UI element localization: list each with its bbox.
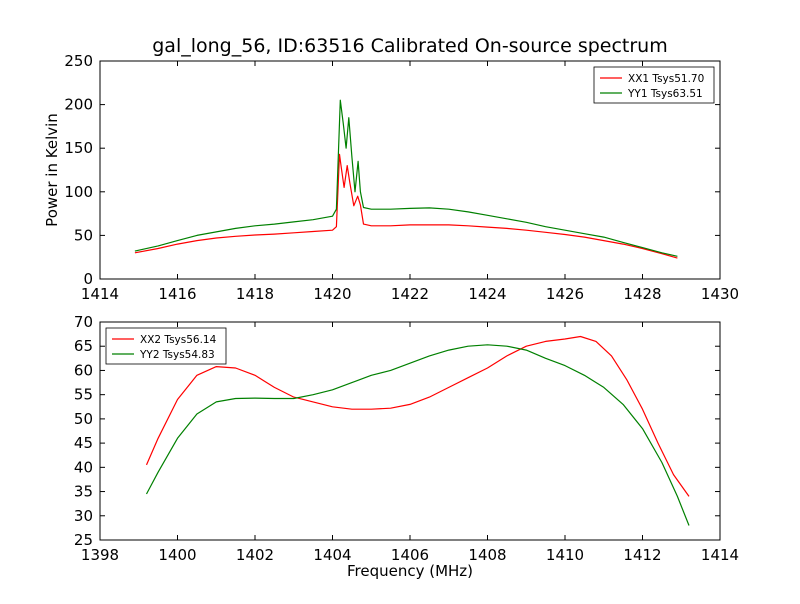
legend: XX2 Tsys56.14 YY2 Tsys54.83 bbox=[105, 327, 227, 365]
y-tick-label: 100 bbox=[64, 183, 93, 201]
x-tick-label: 1412 bbox=[623, 546, 661, 564]
chart-title: gal_long_56, ID:63516 Calibrated On-sour… bbox=[152, 35, 667, 57]
y-tick-label: 65 bbox=[74, 337, 93, 355]
y-tick-label: 25 bbox=[74, 531, 93, 549]
y-tick-label: 40 bbox=[74, 458, 93, 476]
chart-panel-1: 1414 1416 1418 1420 1422 1424 1426 1428 1430 0 50 1… bbox=[43, 52, 739, 303]
x-tick-label: 1418 bbox=[236, 285, 274, 303]
legend-label: YY1 Tsys63.51 bbox=[627, 88, 703, 100]
x-tick-label: 1408 bbox=[468, 546, 506, 564]
y-tick-label: 70 bbox=[74, 313, 93, 331]
x-tick-label: 1398 bbox=[81, 546, 119, 564]
y-axis-label: Power in Kelvin bbox=[43, 113, 61, 227]
series-line-1-1 bbox=[134, 153, 678, 259]
x-tick-label: 1406 bbox=[391, 546, 429, 564]
x-tick-label: 1400 bbox=[158, 546, 196, 564]
legend-label: XX2 Tsys56.14 bbox=[140, 334, 217, 346]
y-tick-label: 30 bbox=[74, 507, 93, 525]
chart-panel-2: 1398 1400 1402 1404 1406 1408 1410 1412 1414 25 30… bbox=[74, 313, 739, 580]
x-tick-label: 1422 bbox=[391, 285, 429, 303]
y-tick-label: 150 bbox=[64, 139, 93, 157]
x-tick-label: 1410 bbox=[546, 546, 584, 564]
x-tick-label: 1402 bbox=[236, 546, 274, 564]
x-tick-label: 1420 bbox=[313, 285, 351, 303]
legend-label: XX1 Tsys51.70 bbox=[628, 73, 704, 85]
x-tick-label: 1428 bbox=[623, 285, 661, 303]
series-layer bbox=[145, 335, 690, 526]
y-tick-label: 60 bbox=[74, 361, 93, 379]
x-tick-label: 1414 bbox=[701, 546, 739, 564]
x-tick-label: 1424 bbox=[468, 285, 506, 303]
x-tick-label: 1430 bbox=[701, 285, 739, 303]
series-layer bbox=[134, 99, 678, 259]
series-line-1-2 bbox=[134, 99, 678, 257]
legend-label: YY2 Tsys54.83 bbox=[139, 349, 215, 361]
legend-box bbox=[593, 66, 715, 104]
y-tick-label: 200 bbox=[64, 96, 93, 114]
x-tick-label: 1426 bbox=[546, 285, 584, 303]
y-tick-label: 50 bbox=[74, 226, 93, 244]
x-axis-label: Frequency (MHz) bbox=[347, 562, 473, 580]
legend-box bbox=[105, 327, 227, 365]
series-line-2-2 bbox=[145, 344, 690, 526]
plots-layer: 1414 1416 1418 1420 1422 1424 1426 1428 14300501… bbox=[43, 52, 739, 580]
x-tick-label: 1414 bbox=[81, 285, 119, 303]
y-tick-label: 250 bbox=[64, 52, 93, 70]
y-tick-label: 45 bbox=[74, 434, 93, 452]
y-tick-label: 0 bbox=[83, 270, 93, 288]
x-tick-label: 1404 bbox=[313, 546, 351, 564]
y-tick-label: 35 bbox=[74, 483, 93, 501]
series-line-2-1 bbox=[145, 335, 690, 497]
y-tick-label: 50 bbox=[74, 410, 93, 428]
x-tick-label: 1416 bbox=[158, 285, 196, 303]
y-tick-label: 55 bbox=[74, 386, 93, 404]
legend: XX1 Tsys51.70 YY1 Tsys63.51 bbox=[593, 66, 715, 104]
